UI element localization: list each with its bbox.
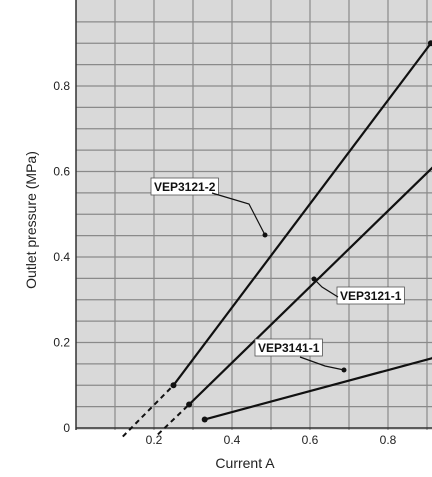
series-label-arrowhead	[262, 232, 268, 238]
series-labels: VEP3121-2 VEP3121-1 VEP3141-1	[150, 177, 405, 373]
series-label-leader	[299, 356, 345, 371]
series-line	[188, 166, 432, 406]
series-point	[427, 40, 432, 47]
series-label-text: VEP3121-2	[154, 180, 216, 194]
y-tick-label: 0.8	[53, 79, 70, 93]
series-point	[186, 401, 193, 408]
series-extrapolation-dashed	[157, 403, 190, 436]
series-line	[204, 357, 432, 421]
series-label-box	[254, 338, 323, 357]
series-extrapolation-dashed	[122, 384, 175, 438]
y-tick-label: 0.2	[53, 336, 70, 350]
series-point	[201, 416, 208, 423]
series-label-text: VEP3141-1	[258, 341, 320, 355]
y-tick-label: 0.4	[53, 250, 70, 264]
series-label-box	[336, 286, 405, 305]
series-line	[172, 42, 432, 386]
x-tick-label: 0.6	[302, 433, 319, 447]
axes	[75, 0, 432, 430]
x-tick-label: 0.2	[146, 433, 163, 447]
series-label-text: VEP3121-1	[340, 289, 402, 303]
x-tick-label: 0.4	[224, 433, 241, 447]
series-label-leader	[211, 192, 266, 236]
series-label-leader	[313, 278, 339, 298]
series-label-box	[150, 177, 219, 196]
series-label-arrowhead	[311, 276, 317, 282]
series-label-arrowhead	[341, 367, 347, 373]
y-tick-label: 0.6	[53, 165, 70, 179]
series-point	[170, 382, 177, 389]
x-tick-label: 0.8	[380, 433, 397, 447]
y-axis-title: Outlet pressure (MPa)	[23, 151, 39, 289]
y-tick-label: 0	[63, 421, 70, 435]
x-axis-title: Current A	[215, 455, 275, 471]
tick-labels: 0.20.40.60.8100.20.40.60.8	[53, 79, 397, 447]
series-layer	[122, 40, 432, 438]
plot-background	[76, 0, 432, 430]
